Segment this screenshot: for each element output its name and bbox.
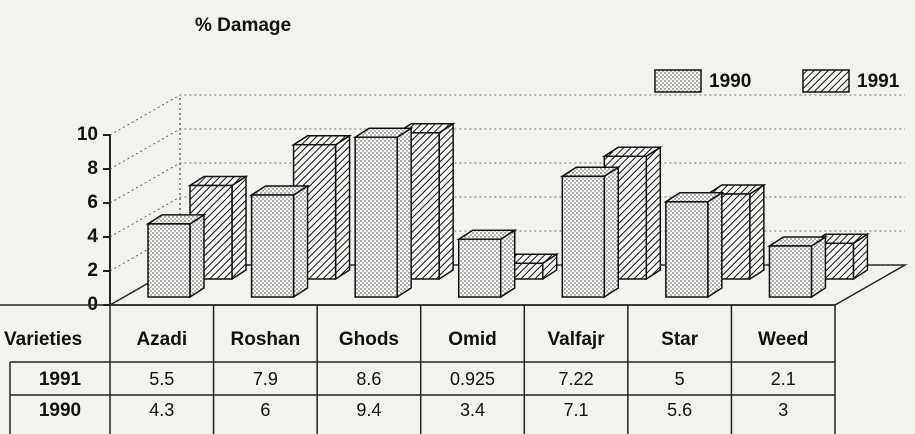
table-row-header: 1990 [39,400,81,421]
bar-side [810,235,827,299]
legend-label: 1991 [857,71,900,92]
bar [663,191,725,299]
x-tick-label: Ghods [339,329,399,350]
bar-side [334,134,351,281]
table-row-header: Varieties [4,329,82,350]
bar-side [645,145,662,281]
bar-front [250,194,295,298]
table-cell: 9.4 [356,400,381,420]
legend-swatch [654,69,702,93]
y-tick-label: 8 [87,158,98,179]
table-cell: 4.3 [149,400,174,420]
legend-swatch [802,69,850,93]
grid-line [109,94,905,136]
grid-line [109,128,905,170]
bar-side [189,213,205,299]
table-cell: 3.4 [460,400,485,420]
table-cell: 5 [675,369,685,389]
bar [766,235,828,299]
y-tick-label: 2 [87,260,98,281]
bar-front [457,238,502,298]
bar-side [499,228,516,299]
chart-title: % Damage [195,15,291,36]
bar-front [354,136,398,298]
x-tick-label: Valfajr [548,329,606,350]
table-cell: 5.6 [667,400,692,420]
table-cell: 5.5 [149,369,174,389]
table-cell: 3 [778,400,788,420]
x-tick-label: Azadi [136,329,187,350]
bar [352,126,414,299]
bar-side [707,191,723,299]
y-tick-label: 6 [87,192,98,213]
table-cell: 7.9 [253,369,278,389]
bar-side [396,126,412,299]
bar-side [292,184,309,299]
bar-front [665,201,709,298]
legend-label: 1990 [709,71,751,92]
y-tick-label: 10 [77,124,98,145]
bar [559,165,621,299]
y-tick-label: 4 [87,226,98,247]
bar [187,175,249,281]
bar-side [438,122,454,281]
x-tick-label: Star [661,329,699,350]
table-cell: 2.1 [771,369,796,389]
bar-side [231,175,247,281]
grid-line [109,162,905,204]
bar [456,228,518,299]
bar [145,213,207,299]
table-cell: 7.22 [559,369,594,389]
bar-side [749,183,765,281]
bar-side [603,165,620,299]
table-cell: 7.1 [564,400,589,420]
bar [249,184,311,299]
x-tick-label: Weed [758,329,808,350]
bar-front [561,175,606,298]
bar-front [147,223,191,298]
bar-front [768,245,813,298]
table-row-header: 1991 [39,369,82,390]
x-tick-label: Omid [448,329,497,350]
grid-line [109,196,905,238]
x-tick-label: Roshan [231,329,301,350]
table-cell: 8.6 [356,369,381,389]
table-cell: 0.925 [450,369,495,389]
table-cell: 6 [260,400,270,420]
